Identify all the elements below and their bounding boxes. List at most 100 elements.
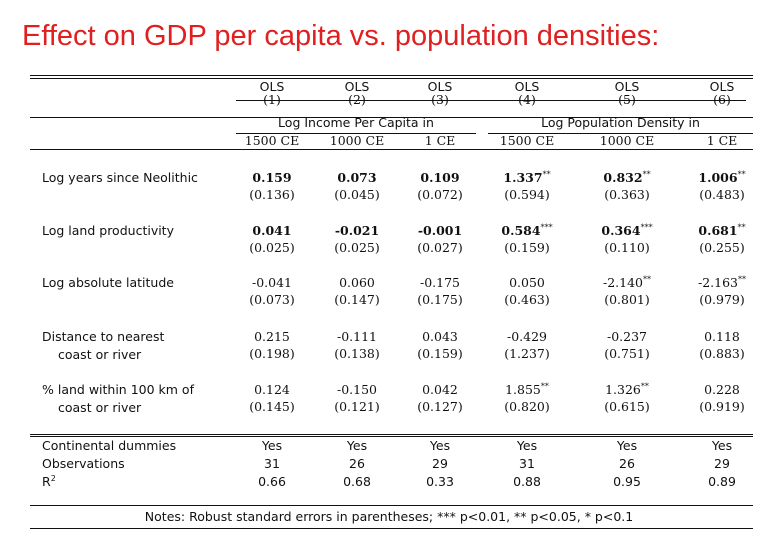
coefficient-value: 0.159	[252, 170, 292, 185]
standard-error-cell: (0.073)	[249, 292, 295, 307]
standard-error-cell: (0.751)	[604, 346, 650, 361]
coefficient-cell: 0.043	[400, 330, 480, 344]
column-year: 1500 CE	[499, 133, 555, 148]
standard-error-cell: (0.147)	[334, 292, 380, 307]
column-year: 1000 CE	[329, 133, 385, 148]
footer-cell: 31	[519, 456, 535, 471]
group-underline	[488, 133, 753, 134]
table-rule	[30, 505, 753, 506]
column-model: OLS	[344, 79, 370, 94]
footer-cell: 29	[432, 456, 448, 471]
standard-error-cell: (0.121)	[334, 399, 380, 414]
standard-error-cell: (0.136)	[249, 187, 295, 202]
standard-error-cell: (0.615)	[604, 399, 650, 414]
table-rule	[30, 78, 753, 79]
standard-error-cell: (0.045)	[334, 187, 380, 202]
coefficient-cell: -0.237	[587, 330, 667, 344]
standard-error-cell: (0.979)	[699, 292, 745, 307]
coefficient-cell: 0.832**	[587, 171, 667, 185]
row-label: Log years since Neolithic	[42, 169, 198, 187]
footer-cell: 0.89	[708, 474, 736, 489]
group-underline	[236, 133, 476, 134]
row-label-line: Log years since Neolithic	[42, 170, 198, 185]
standard-error-cell: (0.145)	[249, 399, 295, 414]
footer-cell: 29	[714, 456, 730, 471]
coefficient-cell: 0.228	[682, 383, 762, 397]
footer-cell: 0.68	[343, 474, 371, 489]
standard-error-cell: (0.594)	[504, 187, 550, 202]
coefficient-cell: -0.041	[232, 276, 312, 290]
coefficient-value: 0.118	[704, 329, 740, 344]
standard-error-cell: (0.483)	[699, 187, 745, 202]
coefficient-value: -2.140	[602, 275, 643, 290]
coefficient-value: -0.001	[417, 223, 463, 238]
coefficient-cell: -0.429	[487, 330, 567, 344]
column-model: OLS	[427, 79, 453, 94]
coefficient-cell: 0.159	[232, 171, 312, 185]
coefficient-cell: -0.111	[317, 330, 397, 344]
table-notes: Notes: Robust standard errors in parenth…	[144, 509, 634, 524]
coefficient-value: 0.681	[698, 223, 738, 238]
coefficient-value: -0.175	[419, 275, 460, 290]
standard-error-cell: (0.463)	[504, 292, 550, 307]
coefficient-value: -0.150	[336, 382, 377, 397]
coefficient-value: 0.215	[254, 329, 290, 344]
coefficient-cell: 0.041	[232, 224, 312, 238]
column-number: (3)	[431, 92, 449, 107]
footer-cell: 26	[349, 456, 365, 471]
footer-cell: 0.88	[513, 474, 541, 489]
coefficient-cell: 0.584***	[487, 224, 567, 238]
row-label-line: % land within 100 km of	[42, 382, 194, 397]
coefficient-value: 0.364	[601, 223, 641, 238]
footer-label: R2	[42, 473, 56, 491]
column-number: (6)	[713, 92, 731, 107]
significance-stars: **	[737, 170, 746, 179]
row-label-line: coast or river	[58, 400, 142, 415]
coefficient-cell: 0.215	[232, 330, 312, 344]
footer-cell: 0.66	[258, 474, 286, 489]
column-number: (4)	[518, 92, 536, 107]
significance-stars: ***	[640, 223, 653, 232]
column-year: 1000 CE	[599, 133, 655, 148]
standard-error-cell: (0.159)	[504, 240, 550, 255]
group-underline	[236, 100, 746, 101]
coefficient-cell: 0.060	[317, 276, 397, 290]
footer-cell: Yes	[711, 438, 733, 453]
column-year: 1 CE	[424, 133, 456, 148]
footer-cell: Yes	[261, 438, 283, 453]
column-model: OLS	[514, 79, 540, 94]
significance-stars: ***	[540, 223, 553, 232]
coefficient-value: -2.163	[697, 275, 738, 290]
row-label-line: coast or river	[58, 347, 142, 362]
coefficient-cell: 0.050	[487, 276, 567, 290]
standard-error-cell: (0.027)	[417, 240, 463, 255]
column-model: OLS	[709, 79, 735, 94]
coefficient-value: 0.042	[422, 382, 458, 397]
row-label-line: Distance to nearest	[42, 329, 165, 344]
coefficient-value: -0.041	[251, 275, 292, 290]
standard-error-cell: (0.820)	[504, 399, 550, 414]
group-header-income: Log Income Per Capita in	[278, 115, 434, 130]
row-label-line: Log land productivity	[42, 223, 174, 238]
standard-error-cell: (0.801)	[604, 292, 650, 307]
standard-error-cell: (0.198)	[249, 346, 295, 361]
footer-label-text: Observations	[42, 456, 125, 471]
standard-error-cell: (0.159)	[417, 346, 463, 361]
coefficient-cell: 0.681**	[682, 224, 762, 238]
coefficient-cell: -0.175	[400, 276, 480, 290]
column-year: 1 CE	[706, 133, 738, 148]
coefficient-cell: 0.073	[317, 171, 397, 185]
standard-error-cell: (0.025)	[334, 240, 380, 255]
footer-cell: Yes	[429, 438, 451, 453]
standard-error-cell: (0.025)	[249, 240, 295, 255]
footer-cell: Yes	[616, 438, 638, 453]
footer-cell: 0.95	[613, 474, 641, 489]
significance-stars: **	[542, 170, 551, 179]
row-label: Log land productivity	[42, 222, 174, 240]
footer-cell: 31	[264, 456, 280, 471]
significance-stars: **	[640, 382, 649, 391]
standard-error-cell: (0.175)	[417, 292, 463, 307]
group-header-population: Log Population Density in	[541, 115, 700, 130]
coefficient-cell: 0.042	[400, 383, 480, 397]
coefficient-value: -0.237	[606, 329, 647, 344]
